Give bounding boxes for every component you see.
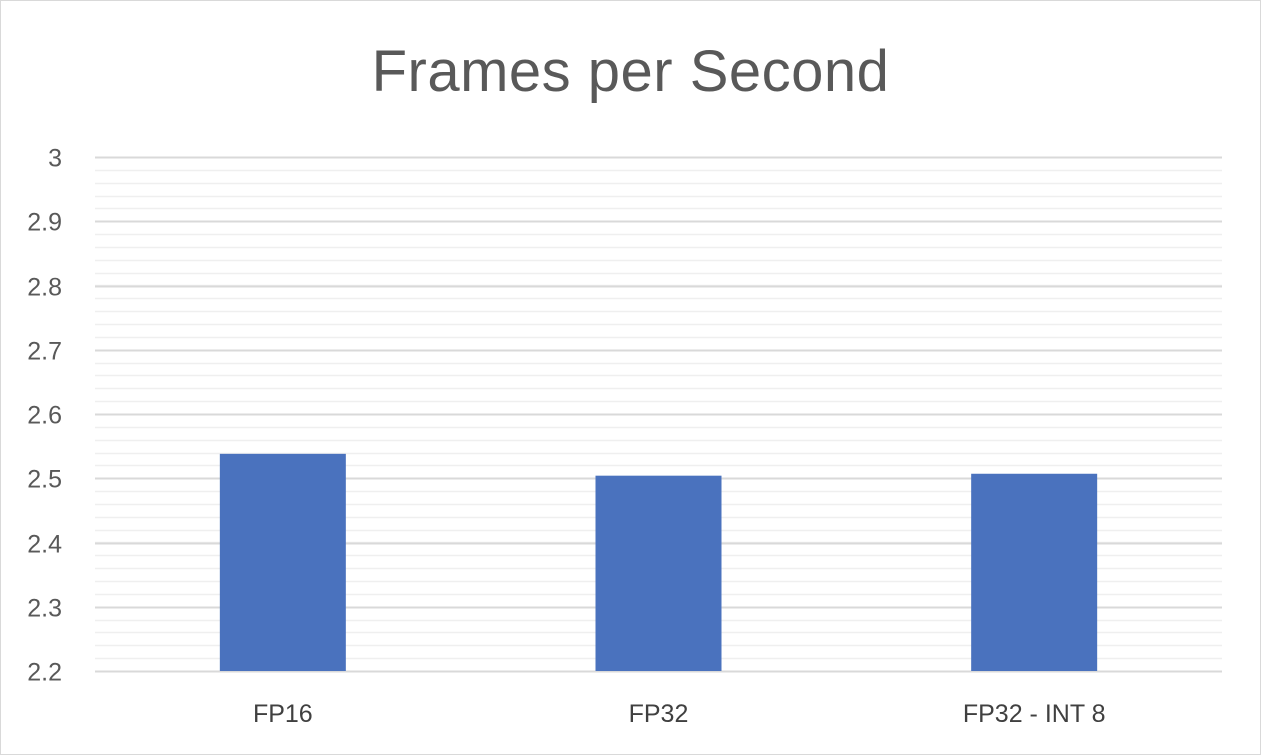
y-tick-label: 2.7 xyxy=(27,338,62,366)
y-tick-label: 2.5 xyxy=(27,466,62,494)
bar xyxy=(595,475,722,671)
y-tick-label: 3 xyxy=(48,145,62,173)
y-tick-label: 2.3 xyxy=(27,595,62,623)
y-tick-label: 2.6 xyxy=(27,402,62,430)
y-tick-label: 2.4 xyxy=(27,531,62,559)
y-tick-label: 2.9 xyxy=(27,209,62,237)
x-category-label: FP16 xyxy=(253,700,313,728)
bar xyxy=(219,453,346,671)
bar xyxy=(971,473,1098,671)
x-category-label: FP32 xyxy=(629,700,689,728)
x-category-label: FP32 - INT 8 xyxy=(963,700,1106,728)
y-tick-label: 2.2 xyxy=(27,659,62,687)
y-tick-label: 2.8 xyxy=(27,274,62,302)
chart-title: Frames per Second xyxy=(371,39,890,104)
